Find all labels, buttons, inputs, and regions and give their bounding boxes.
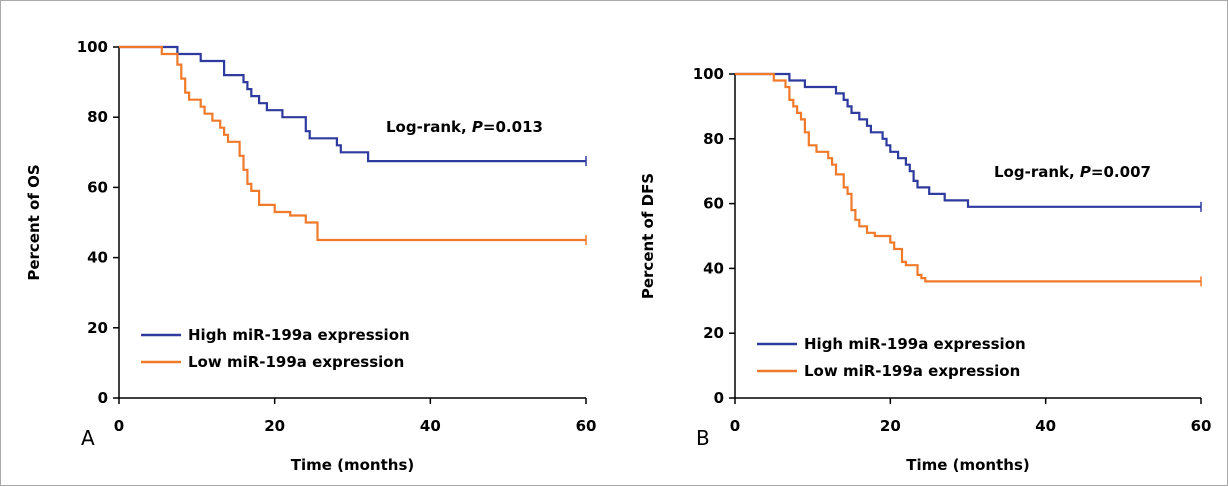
panel-letter: B (696, 426, 710, 450)
annotation-p: P (472, 118, 483, 136)
y-tick-label: 0 (714, 389, 724, 407)
x-axis-title: Time (months) (291, 456, 415, 474)
legend-label: Low miR-199a expression (804, 362, 1020, 380)
annotation-value: =0.013 (483, 118, 543, 136)
y-tick-label: 80 (87, 108, 108, 126)
y-tick-label: 80 (703, 130, 724, 148)
log-rank-annotation: Log-rank, P=0.007 (994, 163, 1151, 181)
panel-letter: A (81, 426, 95, 450)
y-tick-label: 0 (98, 389, 108, 407)
legend-label: Low miR-199a expression (188, 353, 404, 371)
x-tick-label: 60 (576, 417, 597, 435)
y-tick-label: 100 (693, 65, 724, 83)
x-tick-label: 0 (730, 417, 740, 435)
legend-label: High miR-199a expression (804, 335, 1026, 353)
y-tick-label: 100 (77, 38, 108, 56)
annotation-prefix: Log-rank, (386, 118, 472, 136)
y-tick-label: 40 (87, 249, 108, 267)
survival-curve-high (735, 72, 1201, 208)
y-tick-label: 40 (703, 259, 724, 277)
y-axis-title: Percent of DFS (639, 173, 657, 299)
y-tick-label: 20 (703, 324, 724, 342)
survival-curve-low (119, 45, 586, 242)
x-tick-label: 40 (420, 417, 441, 435)
annotation-value: =0.007 (1091, 163, 1151, 181)
chart-panel-b: 0 20 40 60 80 100 0 20 40 60 Time (months) Percent … (639, 65, 1211, 474)
chart-panel-a: 0 20 40 60 80 100 0 20 40 60 Time (months) Percent … (25, 38, 596, 474)
log-rank-annotation: Log-rank, P=0.013 (386, 118, 543, 136)
x-tick-label: 20 (880, 417, 901, 435)
y-tick-label: 60 (87, 178, 108, 196)
x-tick-label: 40 (1035, 417, 1056, 435)
survival-curve-low (735, 72, 1201, 283)
annotation-prefix: Log-rank, (994, 163, 1080, 181)
y-tick-label: 20 (87, 319, 108, 337)
x-axis-title: Time (months) (906, 456, 1030, 474)
annotation-p: P (1080, 163, 1091, 181)
legend-label: High miR-199a expression (188, 326, 410, 344)
y-tick-label: 60 (703, 195, 724, 213)
x-tick-label: 0 (114, 417, 124, 435)
x-tick-label: 60 (1191, 417, 1212, 435)
survival-curve-high (119, 45, 586, 163)
y-axis-title: Percent of OS (25, 164, 43, 280)
x-tick-label: 20 (264, 417, 285, 435)
